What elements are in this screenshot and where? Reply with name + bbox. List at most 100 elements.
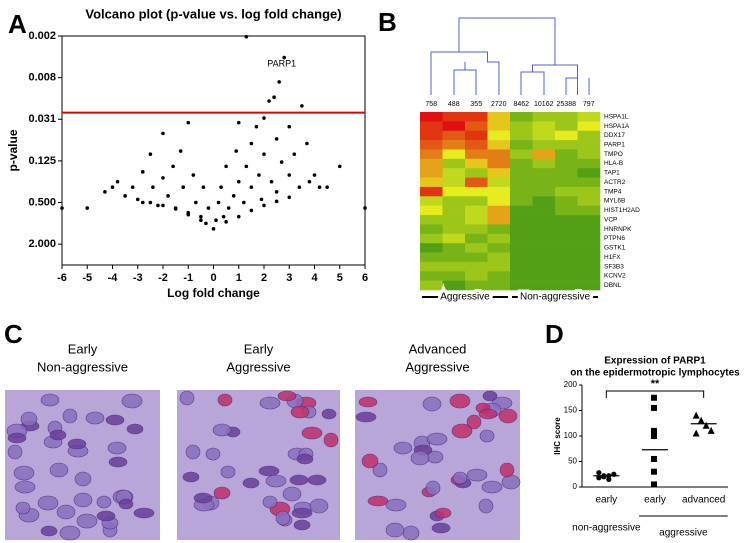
heatmap-cell [555, 112, 578, 122]
cell-nucleus [431, 522, 451, 534]
heatmap-cell [510, 224, 533, 235]
heatmap-cell [442, 177, 466, 188]
heatmap-cell [510, 140, 533, 150]
cell-nucleus [410, 450, 430, 466]
data-point [236, 120, 241, 125]
heatmap-cell [577, 233, 601, 244]
row-label: HSPA1A [604, 123, 630, 130]
data-point [249, 208, 254, 213]
cell-nucleus [425, 480, 441, 496]
y-tick-label: 150 [564, 406, 578, 415]
heatmap-cell [487, 177, 511, 188]
heatmap-cell [510, 130, 533, 141]
cell-nucleus [40, 393, 60, 407]
heatmap-cell [532, 243, 556, 253]
cell-nucleus [74, 471, 92, 487]
heatmap-cell [577, 121, 601, 132]
cell-nucleus [291, 507, 313, 519]
heatmap-cell [420, 177, 443, 188]
data-point [651, 455, 657, 462]
heatmap-cell [442, 149, 466, 160]
data-point [262, 152, 266, 157]
heatmap-cell [487, 205, 511, 216]
heatmap-cell [487, 261, 511, 272]
heatmap-cell [577, 280, 601, 291]
heatmap-cell [420, 196, 443, 206]
heatmap-cell [465, 130, 488, 141]
data-point [651, 468, 657, 475]
heatmap-cell [555, 177, 578, 188]
heatmap-cell [510, 261, 533, 272]
data-point [282, 55, 287, 60]
heatmap-cell [487, 280, 511, 291]
heatmap-cell [532, 186, 556, 197]
cell-nucleus [277, 390, 297, 402]
heatmap-cell [577, 168, 601, 178]
chart-subtitle: on the epidermotropic lymphocytes [570, 368, 740, 379]
heatmap-cell [532, 130, 556, 141]
cell-nucleus [107, 441, 127, 455]
cell-nucleus [466, 468, 488, 482]
micrograph-label: Aggressive [405, 359, 469, 374]
micrograph-label: Non-aggressive [37, 359, 128, 374]
cell-nucleus [49, 429, 67, 441]
x-axis-label: Log fold change [167, 286, 260, 300]
data-point [214, 218, 218, 222]
data-point [697, 416, 705, 424]
heatmap-cell [487, 186, 511, 197]
micrograph-label: Early [68, 341, 98, 356]
data-point [325, 185, 329, 190]
column-label: 355 [470, 101, 482, 108]
row-label: HLA-B [604, 160, 623, 167]
data-point [272, 95, 276, 100]
data-point [181, 185, 185, 190]
data-point [236, 214, 241, 219]
heatmap-cell [442, 130, 466, 141]
cell-nucleus [220, 465, 236, 479]
cell-nucleus [133, 507, 155, 519]
heatmap-cell [442, 252, 466, 263]
cell-nucleus [355, 411, 377, 423]
column-label: 10162 [534, 101, 554, 108]
heatmap-cell [555, 280, 578, 291]
heatmap-cell [555, 158, 578, 169]
data-point [651, 427, 657, 434]
data-point [287, 173, 292, 177]
row-label: PTPN6 [604, 235, 625, 242]
data-point [219, 185, 223, 190]
row-label: VCP [604, 216, 617, 223]
row-label: HIST1H2AD [604, 207, 640, 214]
data-point [244, 34, 249, 39]
cell-nucleus [56, 504, 76, 520]
data-point [267, 99, 271, 103]
heatmap-cell [420, 233, 443, 244]
heatmap-cell [465, 121, 488, 132]
cell-nucleus [275, 510, 291, 526]
heatmap-cell [555, 140, 578, 150]
row-label: DBNL [604, 282, 622, 289]
category-label: advanced [682, 495, 725, 506]
heatmap-cell [442, 140, 466, 150]
data-point [606, 476, 612, 482]
data-point [151, 185, 155, 190]
row-label: TAP1 [604, 170, 620, 177]
heatmap-cell [465, 205, 488, 216]
heatmap-cell [465, 280, 488, 291]
x-tick-label: 1 [236, 272, 242, 284]
data-point [244, 164, 249, 169]
panel-label: C [4, 319, 23, 349]
data-point [224, 164, 228, 169]
heatmap-cell [532, 215, 556, 225]
data-point [110, 185, 115, 190]
heatmap-cell [532, 261, 556, 272]
significance-label: ** [651, 378, 660, 390]
heatmap-cell [532, 168, 556, 178]
heatmap-cell [442, 261, 466, 272]
cell-nucleus [296, 453, 314, 465]
heatmap-cell [532, 224, 556, 235]
heatmap-cell [577, 196, 601, 206]
cell-nucleus [121, 393, 143, 409]
micrograph-label: Advanced [409, 341, 467, 356]
heatmap-cell [465, 177, 488, 188]
